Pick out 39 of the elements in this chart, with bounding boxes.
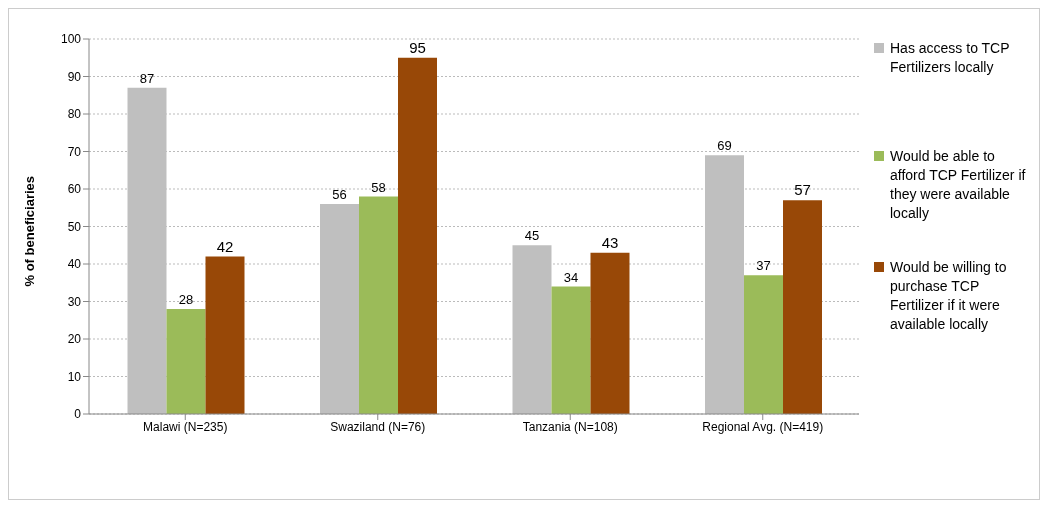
legend-label: Has access to TCP Fertilizers locally [890, 39, 1011, 77]
y-axis-title: % of beneficiaries [21, 175, 37, 287]
y-tick-label: 90 [67, 69, 82, 84]
x-tick-label: Swaziland (N=76) [330, 419, 426, 434]
y-tick-label: 80 [67, 107, 82, 122]
y-tick-label: 30 [67, 294, 82, 309]
y-tick-label: 40 [67, 257, 82, 272]
data-label: 95 [409, 38, 426, 56]
y-tick-label: 70 [67, 144, 82, 159]
y-tick-label: 10 [67, 369, 82, 384]
y-tick-label: 0 [74, 407, 82, 422]
data-label: 87 [139, 70, 155, 86]
data-label: 58 [371, 179, 386, 195]
bar [205, 256, 245, 414]
data-label: 28 [178, 292, 194, 307]
y-tick-label: 60 [67, 182, 82, 197]
legend-label: Would be willing to purchase TCP Fertilizer if it were available locally [890, 258, 1008, 334]
x-tick-label: Regional Avg. (N=419) [702, 419, 824, 434]
y-tick-label: 100 [60, 32, 82, 47]
bar [398, 57, 437, 414]
x-tick-label: Tanzania (N=108) [522, 419, 618, 434]
bar [590, 252, 630, 414]
data-label: 69 [717, 138, 732, 154]
bar [783, 200, 822, 414]
data-label: 45 [524, 228, 540, 244]
bar [744, 275, 783, 414]
y-tick-label: 20 [67, 332, 82, 347]
x-tick-label: Malawi (N=235) [143, 419, 228, 434]
bar [551, 286, 591, 414]
data-label: 42 [216, 237, 234, 255]
data-label: 34 [563, 269, 579, 285]
bar [166, 309, 206, 414]
legend-label: Would be able to afford TCP Fertilizer if they were available locally [890, 147, 1027, 223]
data-label: 56 [332, 187, 347, 202]
y-tick-label: 50 [67, 219, 82, 234]
data-label: 43 [601, 233, 619, 251]
data-label: 57 [794, 181, 811, 199]
bar [359, 196, 398, 414]
data-label: 37 [756, 258, 771, 274]
